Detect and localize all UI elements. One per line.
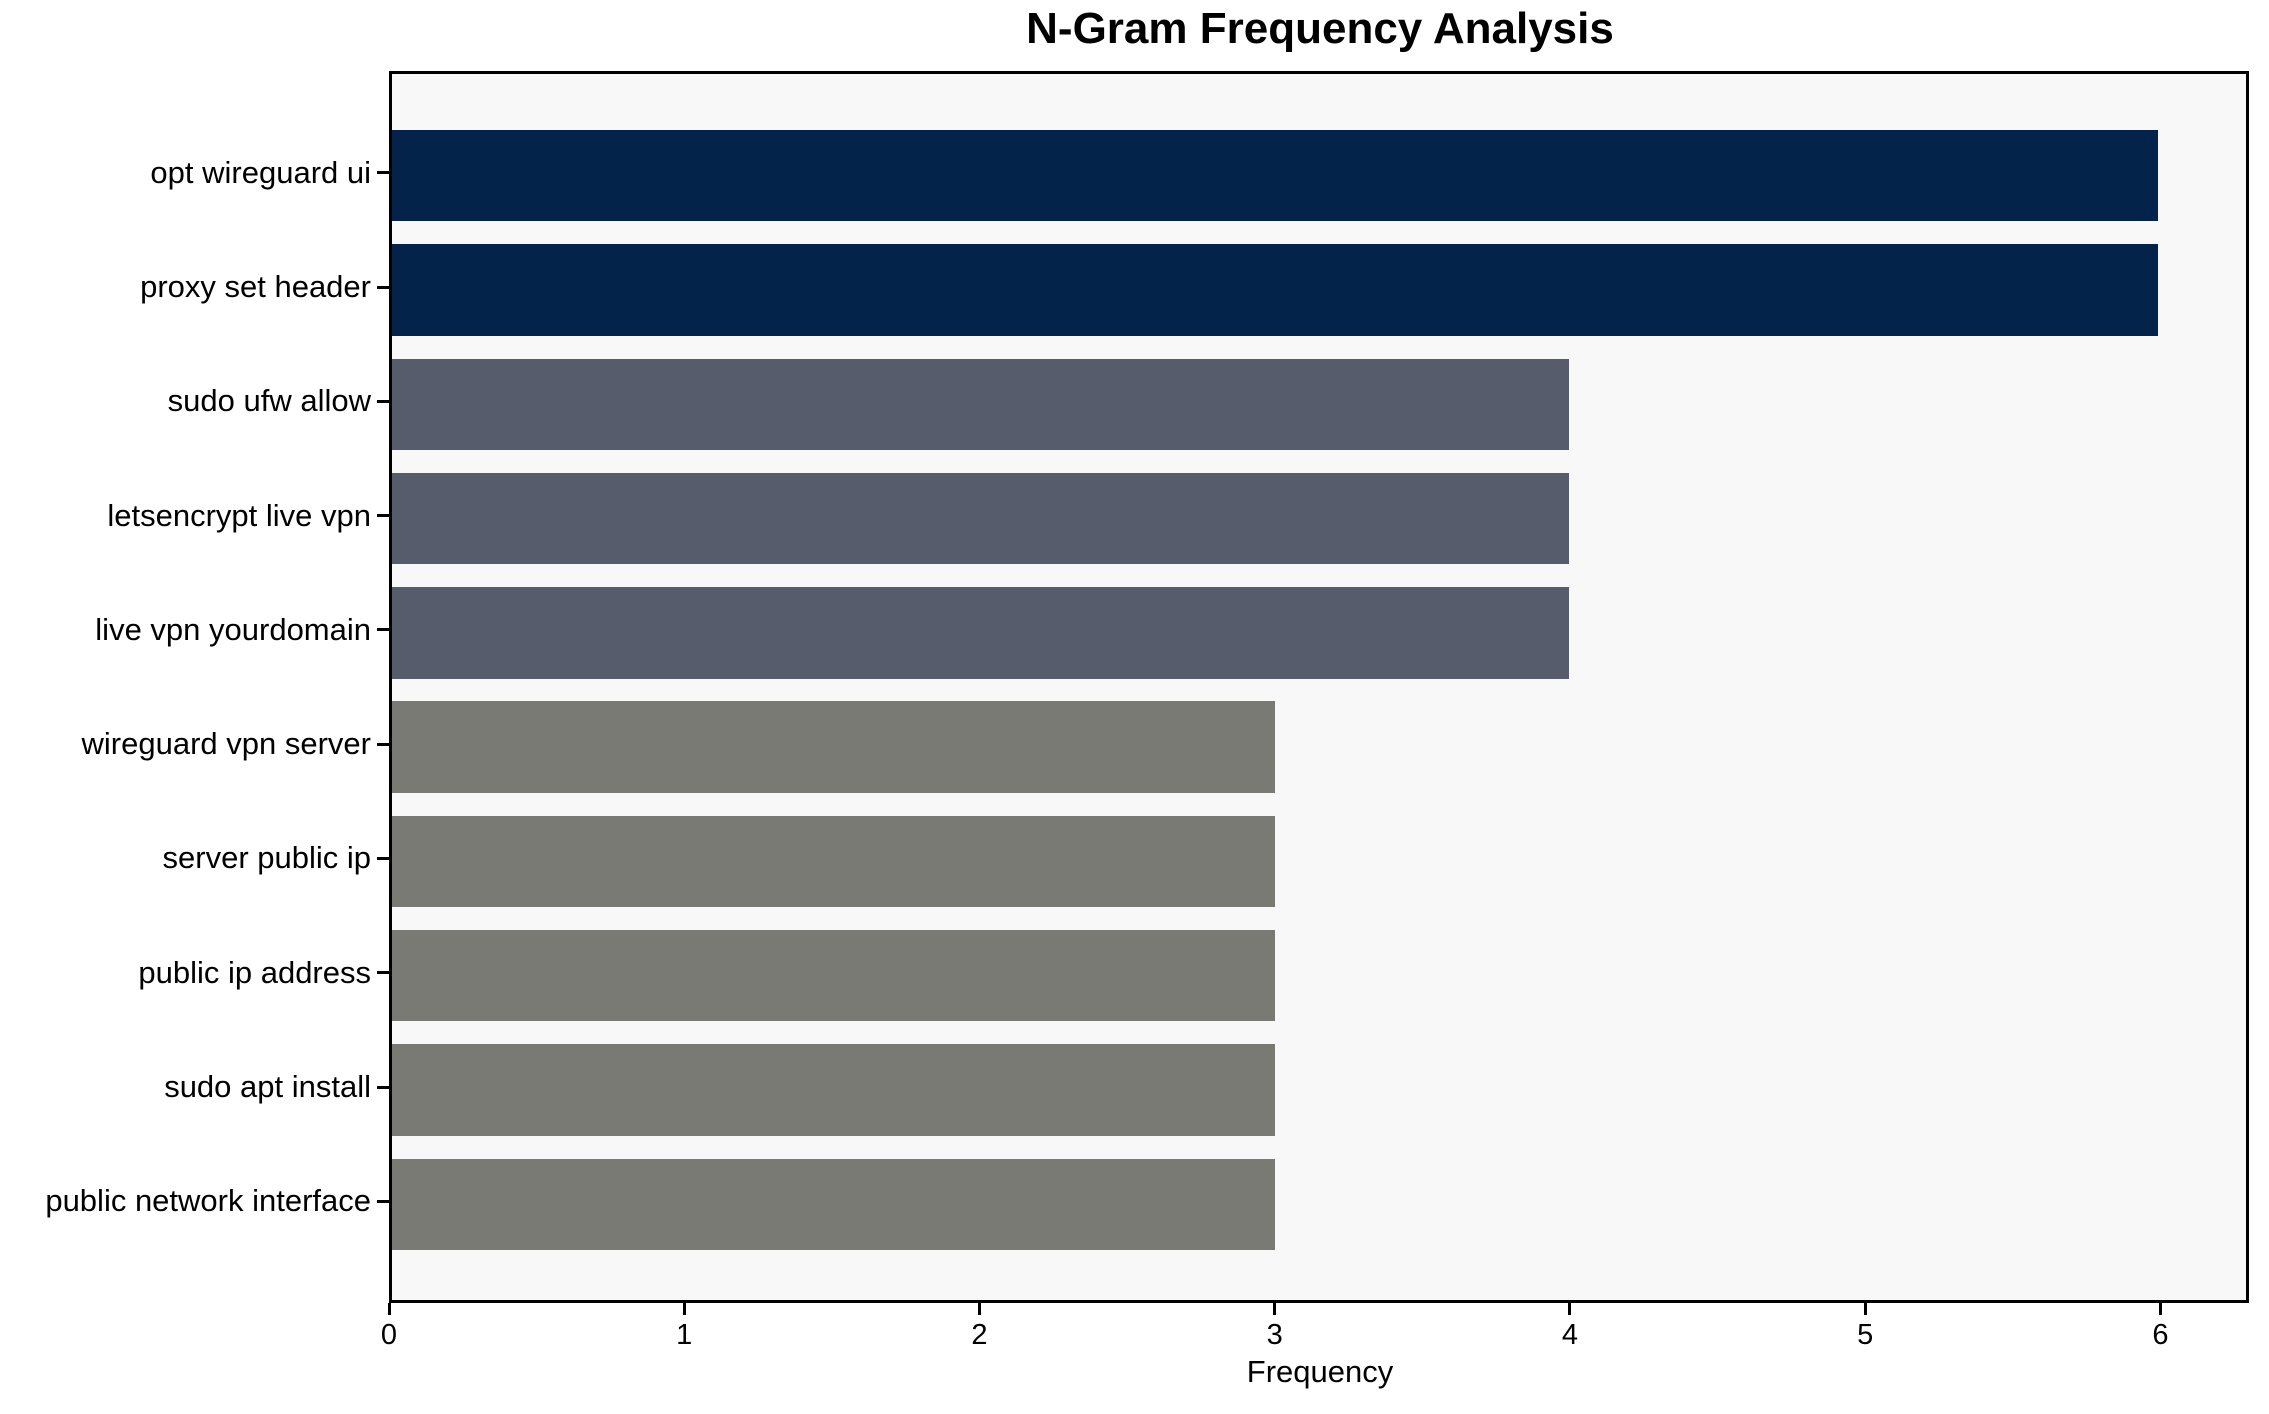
y-tick-label: proxy set header: [140, 269, 371, 304]
plot-area: [389, 71, 2249, 1303]
x-tick-mark: [1863, 1303, 1867, 1315]
y-tick-mark: [377, 285, 389, 289]
y-tick-mark: [377, 742, 389, 746]
y-tick-mark: [377, 399, 389, 403]
y-tick-mark: [377, 856, 389, 860]
bar-public-ip-address: [392, 930, 1275, 1022]
y-tick-mark: [377, 971, 389, 975]
y-tick-label: sudo apt install: [164, 1069, 371, 1104]
y-tick-mark: [377, 1199, 389, 1203]
bar-public-network-interface: [392, 1158, 1275, 1250]
x-tick-mark: [977, 1303, 981, 1315]
x-tick-mark: [682, 1303, 686, 1315]
bar-opt-wireguard-ui: [392, 130, 2158, 222]
bar-live-vpn-yourdomain: [392, 587, 1570, 679]
x-tick-label: 3: [1266, 1319, 1283, 1351]
y-tick-label: letsencrypt live vpn: [107, 497, 371, 533]
y-tick-mark: [377, 628, 389, 632]
y-tick-label: opt wireguard ui: [150, 154, 371, 190]
bar-sudo-ufw-allow: [392, 358, 1570, 450]
x-tick-mark: [1568, 1303, 1572, 1315]
x-tick-label: 2: [971, 1319, 988, 1351]
x-tick-label: 4: [1561, 1319, 1578, 1351]
bar-proxy-set-header: [392, 244, 2158, 336]
x-tick-label: 0: [380, 1319, 398, 1351]
x-tick-mark: [1273, 1303, 1277, 1315]
y-tick-label: sudo ufw allow: [167, 383, 371, 419]
bar-letsencrypt-live-vpn: [392, 472, 1570, 565]
bars-layer: [392, 74, 2246, 1300]
x-tick-mark: [387, 1303, 391, 1315]
y-tick-label: live vpn yourdomain: [95, 611, 371, 647]
bar-sudo-apt-install: [392, 1044, 1275, 1136]
x-tick-label: 1: [676, 1319, 693, 1351]
y-tick-mark: [377, 1085, 389, 1089]
y-tick-label: public ip address: [138, 954, 371, 990]
x-axis-label: Frequency: [1246, 1354, 1394, 1389]
bar-wireguard-vpn-server: [392, 701, 1275, 793]
x-tick-label: 5: [1857, 1319, 1874, 1351]
x-tick-mark: [2158, 1303, 2162, 1315]
y-tick-mark: [377, 171, 389, 175]
y-tick-label: wireguard vpn server: [81, 726, 371, 762]
y-tick-label: public network interface: [45, 1183, 371, 1219]
chart-title: N-Gram Frequency Analysis: [1026, 4, 1614, 53]
bar-server-public-ip: [392, 815, 1275, 908]
x-tick-label: 6: [2152, 1319, 2169, 1351]
y-tick-label: server public ip: [162, 840, 371, 876]
y-tick-mark: [377, 514, 389, 518]
